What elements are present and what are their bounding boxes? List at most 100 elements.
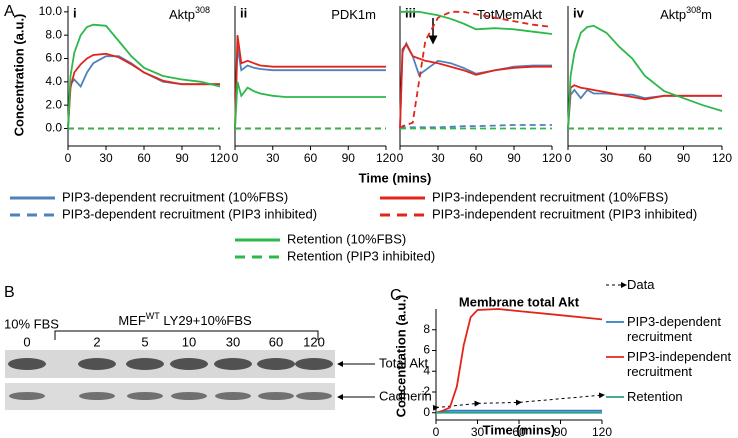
treatment-label: MEFWT LY29+10%FBS: [118, 311, 252, 328]
x-tick-label: 90: [677, 151, 691, 165]
line: [234, 81, 386, 129]
y-axis-label: Concentration (a.u.): [11, 14, 26, 137]
panel-number: ii: [240, 5, 247, 20]
band: [171, 392, 207, 400]
band: [296, 392, 332, 400]
x-tick-label: 0: [232, 151, 239, 165]
x-tick-label: 30: [266, 151, 280, 165]
x-tick-label: 0: [65, 151, 72, 165]
line: [435, 308, 603, 414]
x-tick-label: 30: [99, 151, 113, 165]
bracket: [54, 330, 319, 340]
y-tick-label: 8: [423, 322, 430, 336]
y-tick-label: 2.0: [45, 97, 62, 111]
x-tick-label: 120: [592, 425, 612, 438]
y-tick-label: 8.0: [45, 27, 62, 41]
line: [234, 46, 386, 129]
x-tick-label: 30: [471, 425, 485, 438]
legend-label: PIP3-independent recruitment (PIP3 inhib…: [432, 206, 697, 221]
line: [435, 409, 602, 414]
x-tick-label: 60: [469, 151, 483, 165]
x-tick-label: 60: [638, 151, 652, 165]
x-tick-label: 120: [376, 151, 396, 165]
x-axis-label: Time (mins): [483, 422, 556, 437]
legend-label: Retention (PIP3 inhibited): [287, 248, 435, 263]
panel-label: C: [390, 287, 402, 304]
line: [400, 10, 553, 35]
panel-title: TotMemAkt: [477, 7, 542, 22]
legend-label: PIP3-dependent recruitment: [627, 314, 721, 344]
x-tick-label: 60: [137, 151, 151, 165]
legend-label: Retention (10%FBS): [287, 231, 406, 246]
lane-label: 5: [141, 334, 148, 349]
x-tick-label: 60: [304, 151, 318, 165]
x-tick-label: 90: [342, 151, 356, 165]
x-tick-label: 30: [431, 151, 445, 165]
y-tick-label: 4: [423, 363, 430, 377]
band: [127, 392, 163, 400]
lane-label: 10: [182, 334, 196, 349]
title-part: PDK1m: [331, 7, 376, 22]
x-tick-label: 0: [433, 425, 440, 438]
x-axis-label: Time (mins): [359, 170, 432, 185]
line: [399, 42, 552, 129]
y-tick-label: 0.0: [45, 121, 62, 135]
band-label: Total Akt: [379, 355, 429, 370]
x-tick-label: 60: [512, 425, 526, 438]
y-tick-label: 6: [423, 343, 430, 357]
lane-label: 0: [23, 334, 30, 349]
panel-number: i: [73, 5, 77, 20]
line: [67, 23, 221, 129]
y-tick-label: 10.0: [39, 4, 63, 18]
line: [67, 52, 220, 129]
panel-label: A: [4, 3, 15, 20]
y-tick-label: 6.0: [45, 51, 62, 65]
band-label: Cadherin: [379, 388, 432, 403]
lane-label: 120: [303, 334, 325, 349]
panel-title: Aktp308: [169, 5, 210, 22]
legend-label: Data: [627, 277, 655, 292]
y-tick-label: 0: [423, 405, 430, 419]
x-tick-label: 30: [600, 151, 614, 165]
title-part: 308: [686, 5, 701, 15]
y-tick-label: 2: [423, 384, 430, 398]
y-axis-label: Concentration (a.u.): [393, 295, 408, 418]
x-tick-label: 120: [712, 151, 732, 165]
band: [126, 358, 164, 370]
legend-label: PIP3-independent recruitment: [627, 349, 732, 379]
band: [170, 358, 208, 370]
band: [215, 392, 251, 400]
chart-title: Membrane total Akt: [459, 294, 580, 309]
x-tick-label: 0: [565, 151, 572, 165]
title-part: TotMemAkt: [477, 7, 542, 22]
x-tick-label: 90: [175, 151, 189, 165]
band: [8, 358, 46, 370]
band: [258, 392, 294, 400]
line: [567, 84, 722, 129]
line: [432, 392, 605, 411]
band: [214, 358, 252, 370]
legend-label: PIP3-independent recruitment (10%FBS): [432, 189, 668, 204]
title-part: 308: [195, 5, 210, 15]
legend-label: PIP3-dependent recruitment (PIP3 inhibit…: [62, 206, 317, 221]
legend-label: Retention: [627, 389, 683, 404]
control-label: 10% FBS: [4, 316, 59, 331]
line: [399, 124, 552, 130]
line: [567, 24, 723, 129]
title-part: m: [701, 7, 712, 22]
title-part: Aktp: [169, 7, 195, 22]
x-tick-label: 120: [542, 151, 562, 165]
x-tick-label: 120: [210, 151, 230, 165]
lane-label: 2: [93, 334, 100, 349]
panel-title: PDK1m: [331, 7, 376, 22]
line: [399, 10, 553, 130]
lane-label: 60: [269, 334, 283, 349]
legend-label: PIP3-dependent recruitment (10%FBS): [62, 189, 288, 204]
panel-number: iii: [405, 5, 416, 20]
panel-label: B: [4, 284, 15, 301]
band: [79, 392, 115, 400]
x-tick-label: 90: [554, 425, 568, 438]
lane-label: 30: [226, 334, 240, 349]
